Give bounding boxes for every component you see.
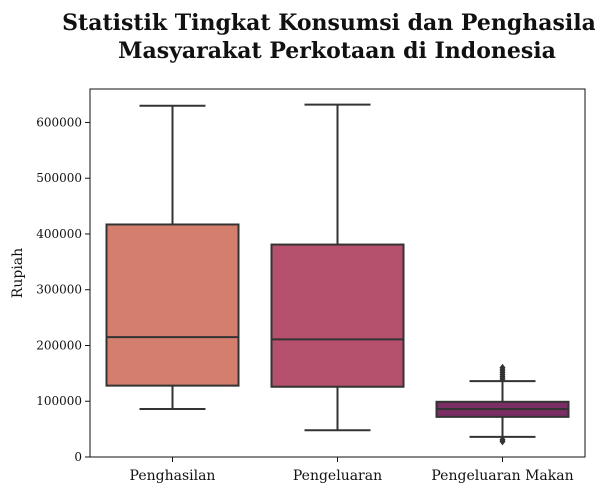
y-axis-label: Rupiah <box>10 248 26 298</box>
y-tick-label-4: 400000 <box>36 227 82 241</box>
y-tick-label-3: 300000 <box>36 283 82 297</box>
x-tick-label-1: Pengeluaran <box>293 468 382 484</box>
x-ticks: Penghasilan Pengeluaran Pengeluaran Makan <box>130 457 574 484</box>
box-1 <box>270 103 405 432</box>
x-tick-label-0: Penghasilan <box>130 468 216 484</box>
chart-title-line-2: Masyarakat Perkotaan di Indonesia <box>118 38 556 64</box>
box-2-outlier-1 <box>499 435 506 444</box>
box-2 <box>435 363 570 446</box>
y-tick-label-6: 600000 <box>36 115 82 129</box>
boxes <box>105 103 570 446</box>
y-tick-label-2: 200000 <box>36 338 82 352</box>
y-tick-label-1: 100000 <box>36 394 82 408</box>
y-tick-label-5: 500000 <box>36 171 82 185</box>
box-0 <box>105 104 240 411</box>
box-0-iqr <box>105 223 240 387</box>
y-ticks: 0 100000 200000 300000 400000 500000 600000 <box>36 115 90 464</box>
plot-frame <box>89 88 586 458</box>
box-2-outlier-7 <box>499 363 506 372</box>
chart-title-line-1: Statistik Tingkat Konsumsi dan Penghasil… <box>62 10 595 36</box>
x-tick-label-2: Pengeluaran Makan <box>431 468 573 484</box>
box-1-iqr <box>270 243 405 388</box>
y-tick-label-0: 0 <box>74 450 82 464</box>
